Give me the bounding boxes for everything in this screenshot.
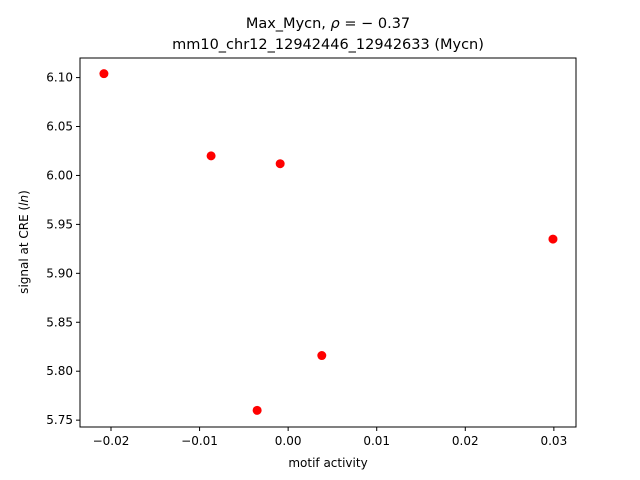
x-axis-label: motif activity [288, 456, 367, 470]
data-point-5 [317, 351, 327, 361]
x-tick-label: 0.01 [363, 434, 390, 448]
plot-area-frame [79, 57, 577, 428]
y-tick-label: 5.80 [46, 364, 73, 378]
y-tick-label: 5.75 [46, 413, 73, 427]
chart-title-line1: Max_Mycn, ρ = − 0.37 [246, 16, 410, 32]
y-tick-label: 6.05 [46, 120, 73, 134]
data-point-4 [252, 405, 262, 415]
y-axis: 5.75 5.80 5.85 5.90 5.95 6.00 6.05 6.10 [46, 71, 80, 427]
data-points [99, 69, 558, 415]
data-point-1 [99, 69, 109, 79]
x-tick-label: −0.02 [93, 434, 130, 448]
y-axis-label: signal at CRE (ln) [17, 190, 31, 294]
y-tick-label: 6.00 [46, 168, 73, 182]
y-tick-label: 5.95 [46, 217, 73, 231]
y-tick-label: 5.85 [46, 315, 73, 329]
data-point-6 [548, 234, 558, 244]
x-tick-label: −0.01 [181, 434, 218, 448]
x-tick-label: 0.00 [275, 434, 302, 448]
x-tick-label: 0.02 [452, 434, 479, 448]
data-point-3 [275, 159, 285, 169]
y-tick-label: 6.10 [46, 71, 73, 85]
chart-title-line2: mm10_chr12_12942446_12942633 (Mycn) [172, 37, 484, 53]
x-axis: −0.02 −0.01 0.00 0.01 0.02 0.03 [93, 427, 567, 448]
x-tick-label: 0.03 [540, 434, 567, 448]
data-point-2 [206, 151, 216, 161]
y-tick-label: 5.90 [46, 266, 73, 280]
